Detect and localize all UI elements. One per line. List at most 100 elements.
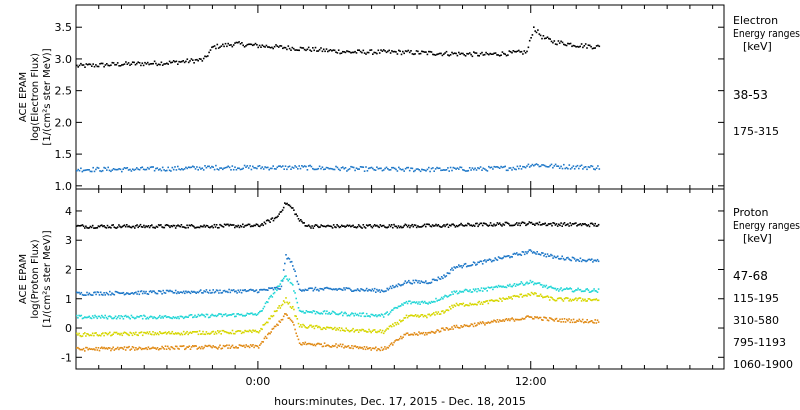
data-point xyxy=(550,222,552,225)
data-point xyxy=(486,322,488,324)
data-point xyxy=(250,168,253,171)
data-point xyxy=(478,167,480,170)
data-point xyxy=(477,301,479,304)
data-point xyxy=(575,321,577,323)
data-point xyxy=(418,316,420,318)
data-point xyxy=(516,252,518,254)
data-point xyxy=(372,53,374,55)
data-point xyxy=(306,48,309,51)
data-point xyxy=(235,315,237,318)
data-point xyxy=(579,257,582,260)
data-point xyxy=(164,345,167,347)
data-point xyxy=(136,62,138,65)
data-point xyxy=(269,221,271,223)
data-point xyxy=(238,41,240,43)
data-point xyxy=(295,315,297,318)
data-point xyxy=(536,316,538,318)
data-point xyxy=(154,332,156,334)
data-point xyxy=(428,301,430,304)
data-point xyxy=(86,316,88,319)
data-point xyxy=(238,313,241,316)
data-point xyxy=(307,287,310,290)
data-point xyxy=(198,226,201,229)
data-point xyxy=(180,345,183,348)
data-point xyxy=(347,329,350,332)
data-point xyxy=(131,168,134,170)
data-point xyxy=(157,169,160,171)
data-point xyxy=(453,167,456,169)
data-point xyxy=(259,225,261,228)
data-point xyxy=(152,290,154,292)
data-point xyxy=(446,223,449,226)
data-point xyxy=(171,61,174,64)
data-point xyxy=(444,329,446,331)
data-point xyxy=(526,315,528,317)
data-point xyxy=(118,332,120,335)
data-point xyxy=(403,170,405,172)
data-point xyxy=(500,320,502,322)
data-point xyxy=(592,299,594,301)
proton-series-795-1193 xyxy=(76,291,600,338)
data-point xyxy=(505,286,508,289)
data-point xyxy=(575,289,577,291)
data-point xyxy=(157,333,160,336)
data-point xyxy=(494,166,497,168)
data-point xyxy=(530,165,532,167)
data-point xyxy=(509,297,511,299)
data-point xyxy=(484,288,486,290)
data-point xyxy=(352,312,354,315)
data-point xyxy=(420,226,423,228)
data-point xyxy=(287,317,290,319)
data-point xyxy=(94,314,96,317)
data-point xyxy=(418,226,420,228)
data-point xyxy=(513,224,516,226)
data-point xyxy=(595,260,598,262)
data-point xyxy=(101,346,103,349)
data-point xyxy=(152,62,154,65)
data-point xyxy=(103,334,105,337)
data-point xyxy=(107,315,110,318)
data-point xyxy=(153,226,155,229)
data-point xyxy=(110,334,112,337)
data-point xyxy=(558,257,560,260)
data-point xyxy=(473,289,476,292)
data-point xyxy=(260,310,262,312)
data-point xyxy=(277,46,280,48)
data-point xyxy=(209,49,212,51)
data-point xyxy=(329,313,332,315)
data-point xyxy=(301,311,303,313)
data-point xyxy=(223,289,226,292)
data-point xyxy=(428,313,430,316)
data-point xyxy=(140,290,143,292)
data-point xyxy=(471,323,474,326)
data-point xyxy=(396,227,399,229)
data-point xyxy=(136,224,138,226)
data-point xyxy=(280,285,283,288)
data-point xyxy=(202,347,204,350)
data-point xyxy=(538,33,541,35)
data-point xyxy=(134,227,136,229)
data-point xyxy=(272,292,275,295)
data-point xyxy=(534,163,536,166)
data-point xyxy=(154,291,156,294)
data-point xyxy=(397,339,400,341)
data-point xyxy=(408,315,410,317)
data-point xyxy=(475,325,477,327)
data-point xyxy=(588,298,591,300)
data-point xyxy=(409,300,411,302)
data-point xyxy=(396,307,399,309)
data-point xyxy=(106,169,108,171)
data-point xyxy=(93,65,96,68)
data-point xyxy=(444,225,446,228)
data-point xyxy=(212,289,214,291)
data-point xyxy=(488,287,491,289)
data-point xyxy=(485,300,487,302)
data-point xyxy=(430,313,433,316)
data-point xyxy=(377,167,380,170)
data-point xyxy=(538,165,541,168)
data-point xyxy=(248,313,251,315)
data-point xyxy=(322,310,325,313)
data-point xyxy=(512,166,515,169)
data-point xyxy=(313,327,316,330)
data-point xyxy=(185,290,187,293)
